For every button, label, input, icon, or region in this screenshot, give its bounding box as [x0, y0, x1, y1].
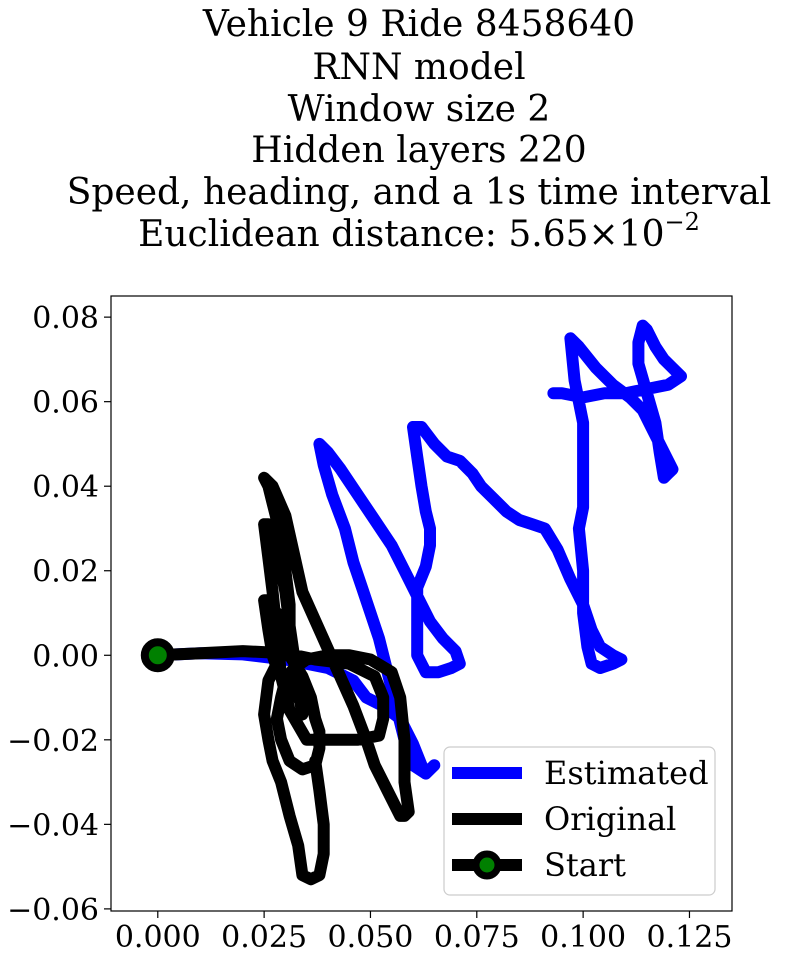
y-tick-label: 0.00 [32, 639, 99, 674]
series-line-estimated [151, 319, 687, 780]
y-tick-label: 0.02 [32, 555, 99, 590]
x-tick-label: 0.025 [221, 920, 307, 955]
y-tick-label: −0.02 [7, 724, 99, 759]
title-line-3: Window size 2 [288, 89, 551, 130]
title-line-1: Vehicle 9 Ride 8458640 [202, 4, 635, 45]
x-tick-label: 0.125 [647, 920, 733, 955]
y-tick-label: 0.08 [32, 301, 99, 336]
x-tick-label: 0.075 [434, 920, 520, 955]
plot-frame [110, 295, 733, 912]
title-line-5: Speed, heading, and a 1s time interval [67, 172, 772, 213]
title-line-6-mantissa: 5.65 [508, 214, 588, 255]
legend-label-start: Start [544, 846, 626, 884]
title-line-4: Hidden layers 220 [251, 130, 586, 171]
legend: Estimated Original Start [443, 746, 716, 896]
x-tick-label: 0.000 [115, 920, 201, 955]
title-line-6: Euclidean distance: 5.65×10−2 [138, 208, 700, 255]
y-tick-label: −0.06 [7, 893, 99, 928]
legend-label-estimated: Estimated [544, 754, 709, 792]
legend-box [443, 746, 716, 896]
y-tick-label: −0.04 [7, 808, 99, 843]
title-line-6-base: 10 [619, 214, 665, 255]
x-tick-label: 0.100 [540, 920, 626, 955]
series-line-original [151, 471, 415, 886]
title-line-6-times: × [589, 214, 619, 255]
title-line-6-prefix: Euclidean distance: [138, 214, 508, 255]
x-tick-label: 0.050 [328, 920, 414, 955]
legend-label-original: Original [544, 800, 676, 838]
title-line-6-exponent: −2 [665, 208, 700, 236]
plot-area [140, 319, 687, 886]
start-marker [140, 638, 175, 673]
legend-marker-start [472, 850, 502, 880]
y-tick-label: 0.04 [32, 470, 99, 505]
chart-title: Vehicle 9 Ride 8458640 RNN model Window … [67, 4, 772, 255]
title-line-2: RNN model [312, 47, 525, 88]
y-axis: 0.08 0.06 0.04 0.02 0.00 −0.02 −0.04 −0.06 [7, 301, 111, 928]
y-tick-label: 0.06 [32, 386, 99, 421]
x-axis: 0.000 0.025 0.050 0.075 0.100 0.125 [115, 911, 733, 955]
